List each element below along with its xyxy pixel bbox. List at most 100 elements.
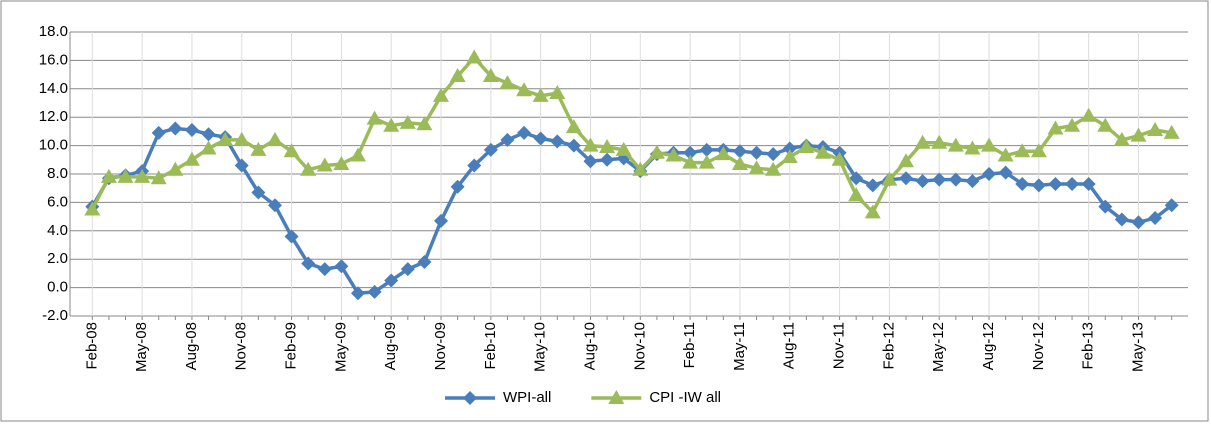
point bbox=[367, 284, 382, 299]
x-tick-label: May-11 bbox=[731, 322, 748, 371]
point bbox=[384, 273, 399, 288]
point bbox=[168, 121, 183, 136]
point bbox=[932, 172, 947, 187]
point bbox=[998, 165, 1013, 180]
point bbox=[399, 114, 416, 129]
point bbox=[1047, 120, 1064, 135]
y-tick-label: 10.0 bbox=[39, 137, 68, 154]
x-tick-label: Nov-11 bbox=[831, 322, 848, 369]
point bbox=[899, 171, 913, 186]
point bbox=[533, 131, 548, 146]
point bbox=[731, 156, 748, 171]
point bbox=[400, 262, 415, 277]
point bbox=[864, 204, 881, 219]
point bbox=[1065, 176, 1080, 191]
point bbox=[550, 134, 565, 149]
point bbox=[698, 154, 715, 169]
point bbox=[532, 87, 549, 102]
x-tick-label: May-09 bbox=[332, 322, 349, 372]
x-tick-label: Feb-11 bbox=[681, 322, 698, 368]
x-tick-label: Nov-10 bbox=[631, 322, 648, 370]
point bbox=[350, 147, 366, 162]
point bbox=[931, 134, 948, 149]
point bbox=[781, 148, 798, 163]
point bbox=[150, 170, 167, 185]
point bbox=[914, 134, 931, 149]
x-tick-label: Nov-09 bbox=[432, 322, 449, 370]
point bbox=[1163, 124, 1180, 139]
point bbox=[583, 154, 598, 169]
point bbox=[881, 171, 898, 186]
point bbox=[250, 141, 267, 156]
point bbox=[814, 144, 831, 159]
x-tick-label: Feb-13 bbox=[1080, 322, 1097, 370]
x-tick-label: Aug-12 bbox=[980, 322, 997, 370]
point bbox=[948, 172, 963, 187]
y-tick-label: 0.0 bbox=[47, 279, 68, 296]
point bbox=[283, 143, 300, 158]
point bbox=[184, 122, 199, 137]
y-tick-label: 12.0 bbox=[39, 108, 68, 125]
x-tick-label: Feb-10 bbox=[482, 322, 499, 370]
y-tick-label: 4.0 bbox=[47, 222, 68, 239]
point bbox=[1014, 143, 1031, 158]
point bbox=[100, 168, 117, 183]
point bbox=[682, 154, 699, 169]
point bbox=[301, 256, 316, 271]
legend-label: WPI-all bbox=[503, 389, 551, 406]
x-tick-label: Nov-08 bbox=[233, 322, 250, 370]
point bbox=[1148, 211, 1163, 226]
legend-marker bbox=[463, 391, 477, 405]
point bbox=[284, 229, 299, 244]
point bbox=[416, 116, 433, 131]
y-tick-label: 8.0 bbox=[47, 165, 68, 182]
point bbox=[1098, 199, 1113, 214]
point bbox=[351, 286, 365, 301]
point bbox=[366, 110, 383, 125]
point bbox=[1031, 178, 1046, 193]
point bbox=[1164, 198, 1179, 213]
point bbox=[466, 49, 483, 64]
point bbox=[915, 174, 930, 189]
point bbox=[333, 156, 350, 171]
point bbox=[849, 171, 864, 186]
x-tick-label: May-08 bbox=[133, 322, 150, 372]
point bbox=[482, 68, 499, 83]
point bbox=[648, 144, 665, 159]
point bbox=[749, 145, 764, 160]
x-tick-label: Aug-09 bbox=[382, 322, 399, 370]
point bbox=[517, 125, 532, 140]
point bbox=[201, 127, 216, 142]
point bbox=[433, 87, 450, 102]
point bbox=[898, 153, 914, 168]
point bbox=[765, 161, 782, 176]
point bbox=[334, 259, 349, 274]
x-tick-label: May-13 bbox=[1129, 322, 1146, 372]
point bbox=[798, 139, 815, 154]
legend-marker bbox=[608, 390, 625, 404]
point bbox=[467, 158, 482, 173]
x-tick-label: Nov-12 bbox=[1030, 322, 1047, 370]
x-tick-label: Feb-12 bbox=[880, 322, 897, 370]
point bbox=[632, 161, 649, 176]
y-tick-label: 18.0 bbox=[39, 23, 68, 40]
point bbox=[599, 139, 616, 154]
x-tick-label: Feb-09 bbox=[283, 322, 300, 370]
point bbox=[1080, 107, 1097, 122]
point bbox=[1130, 127, 1147, 142]
point bbox=[565, 119, 582, 134]
point bbox=[1030, 143, 1047, 158]
x-tick-label: Aug-11 bbox=[781, 322, 798, 369]
point bbox=[483, 142, 498, 157]
point bbox=[251, 185, 266, 200]
point bbox=[449, 68, 466, 83]
point bbox=[233, 131, 250, 146]
point bbox=[450, 179, 465, 194]
point bbox=[964, 140, 981, 155]
point bbox=[766, 147, 781, 162]
point bbox=[434, 213, 449, 228]
point bbox=[566, 138, 581, 153]
point bbox=[499, 75, 516, 90]
point bbox=[865, 178, 880, 193]
